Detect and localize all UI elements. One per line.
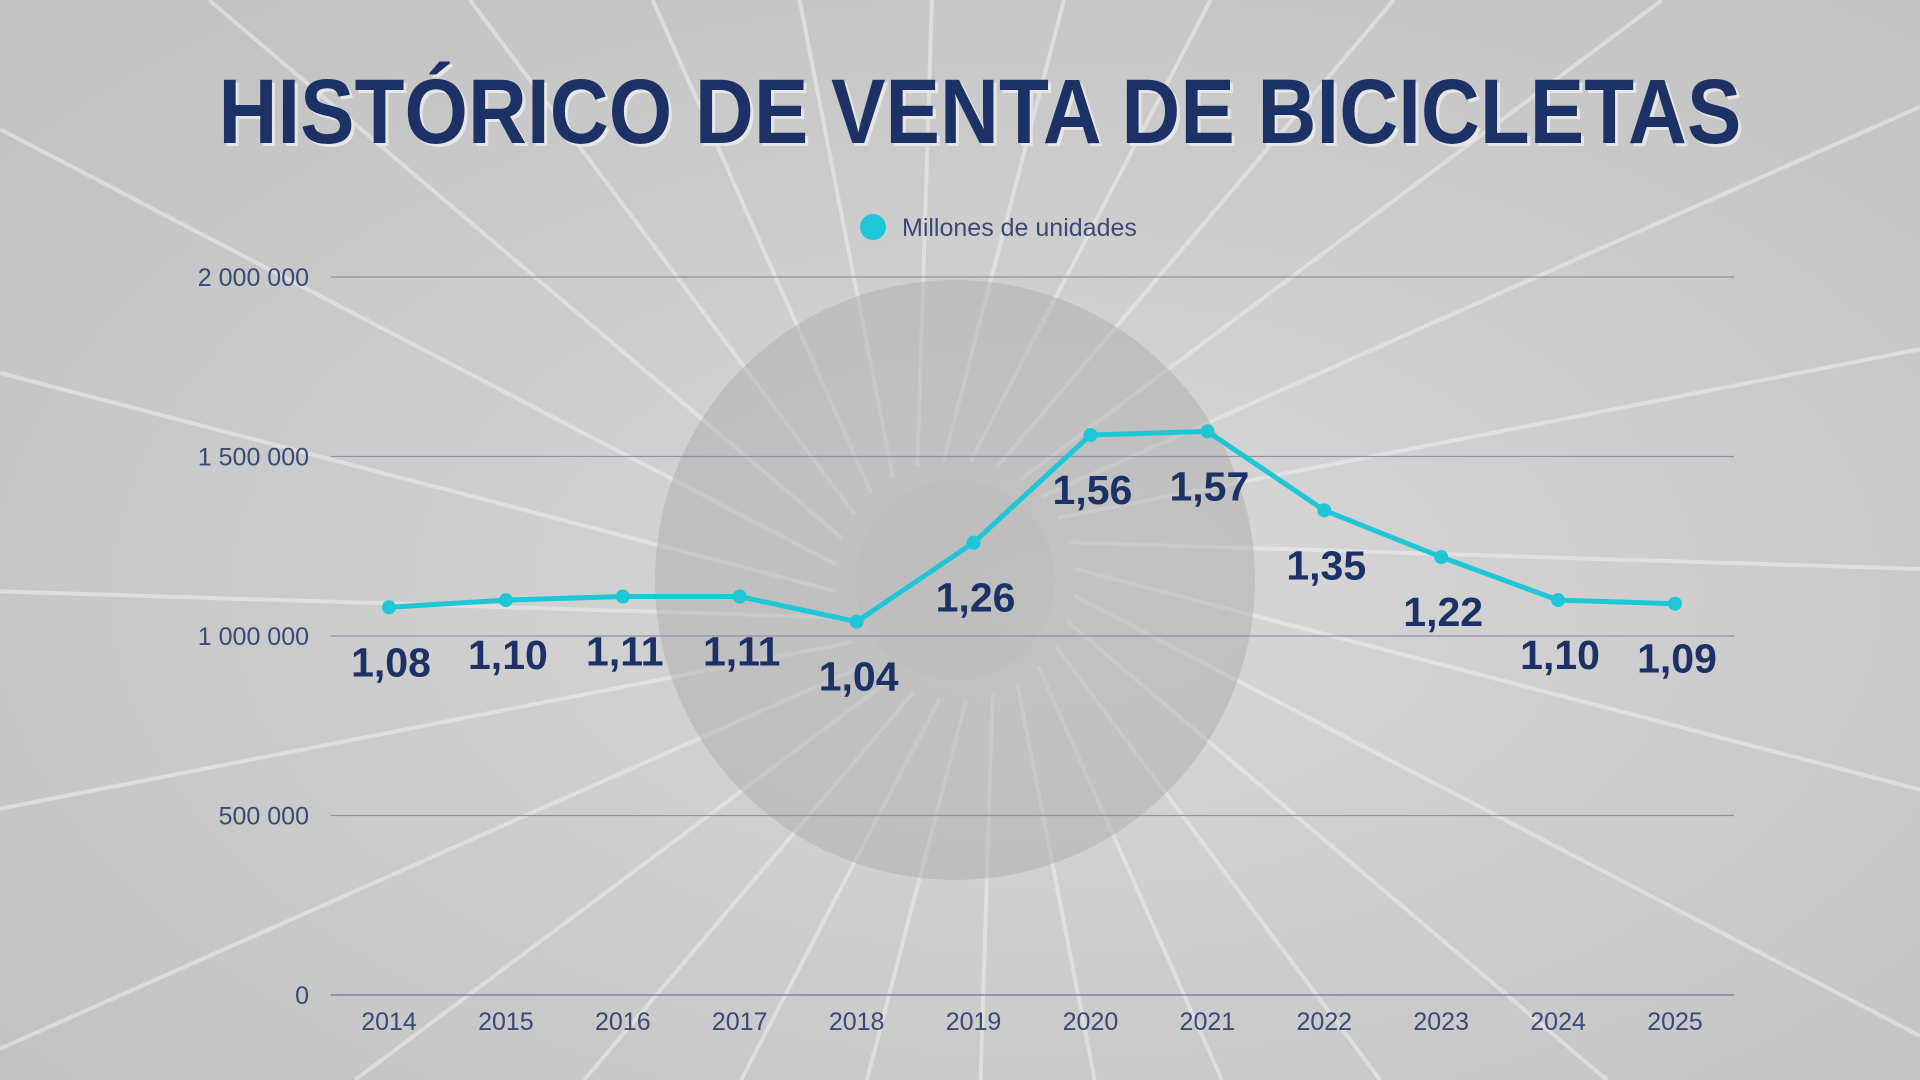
spoke xyxy=(978,693,995,1080)
data-point xyxy=(849,614,864,629)
x-tick-label: 2021 xyxy=(1180,1008,1236,1036)
cassette-hub-decoration xyxy=(855,480,1055,680)
spoke xyxy=(353,678,891,1080)
chart-title: HISTÓRICO DE VENTA DE BICICLETAS xyxy=(219,60,1742,163)
spoke xyxy=(0,371,837,594)
y-tick-label: 2 000 000 xyxy=(198,264,309,292)
data-label: 1,26 xyxy=(936,575,1016,621)
spoke xyxy=(915,0,934,467)
spoke xyxy=(739,698,942,1080)
x-tick-label: 2016 xyxy=(595,1008,651,1036)
spoke xyxy=(941,0,1066,462)
x-tick-label: 2024 xyxy=(1530,1008,1586,1036)
data-label: 1,11 xyxy=(703,629,781,675)
legend-label: Millones de unidades xyxy=(902,214,1137,242)
legend-marker xyxy=(860,214,886,240)
x-tick-label: 2018 xyxy=(829,1008,885,1036)
data-point xyxy=(1083,427,1098,442)
spoke xyxy=(1036,665,1224,1080)
spoke xyxy=(995,0,1396,469)
spoke xyxy=(968,0,1213,462)
data-label: 1,04 xyxy=(819,654,899,700)
spoke xyxy=(650,0,874,495)
data-point xyxy=(1317,503,1332,518)
spoke xyxy=(1053,644,1382,1080)
spoke xyxy=(0,661,870,1051)
y-tick-label: 1 000 000 xyxy=(198,623,309,651)
spoke xyxy=(1015,682,1097,1080)
spoke xyxy=(1068,540,1920,571)
spoke xyxy=(1066,620,1609,1080)
x-tick-label: 2023 xyxy=(1413,1008,1469,1036)
data-label: 1,57 xyxy=(1169,463,1249,509)
data-label: 1,09 xyxy=(1637,636,1717,682)
data-point xyxy=(1434,550,1449,565)
y-tick-label: 0 xyxy=(295,982,309,1010)
data-point xyxy=(498,593,513,608)
data-point xyxy=(1200,424,1215,439)
spoke xyxy=(797,0,895,478)
data-point xyxy=(1551,593,1566,608)
spoke xyxy=(0,640,853,811)
spoke xyxy=(1057,347,1920,520)
data-label: 1,22 xyxy=(1403,589,1483,635)
spoke xyxy=(1019,0,1664,482)
data-point xyxy=(615,589,630,604)
y-tick-label: 500 000 xyxy=(219,803,309,831)
spoke xyxy=(582,691,915,1080)
data-label: 1,10 xyxy=(1520,632,1600,678)
spoke xyxy=(1073,566,1920,792)
data-point xyxy=(1668,596,1682,611)
x-tick-label: 2025 xyxy=(1647,1008,1703,1036)
spoke xyxy=(468,0,857,516)
data-label: 1,10 xyxy=(468,632,548,678)
data-point xyxy=(382,600,396,615)
x-tick-label: 2020 xyxy=(1063,1008,1119,1036)
data-label: 1,11 xyxy=(586,629,664,675)
data-label: 1,08 xyxy=(351,639,431,685)
x-tick-label: 2022 xyxy=(1296,1008,1352,1036)
spoke xyxy=(864,698,969,1080)
data-point xyxy=(732,589,747,604)
spoke xyxy=(0,127,837,567)
x-tick-label: 2015 xyxy=(478,1008,534,1036)
x-tick-label: 2014 xyxy=(361,1008,417,1036)
data-label: 1,35 xyxy=(1286,542,1366,588)
data-label: 1,56 xyxy=(1053,467,1133,513)
spoke xyxy=(207,0,844,540)
x-tick-label: 2017 xyxy=(712,1008,768,1036)
y-tick-label: 1 500 000 xyxy=(198,444,309,472)
data-point xyxy=(966,535,981,550)
x-tick-label: 2019 xyxy=(946,1008,1002,1036)
series-line xyxy=(388,428,1676,625)
